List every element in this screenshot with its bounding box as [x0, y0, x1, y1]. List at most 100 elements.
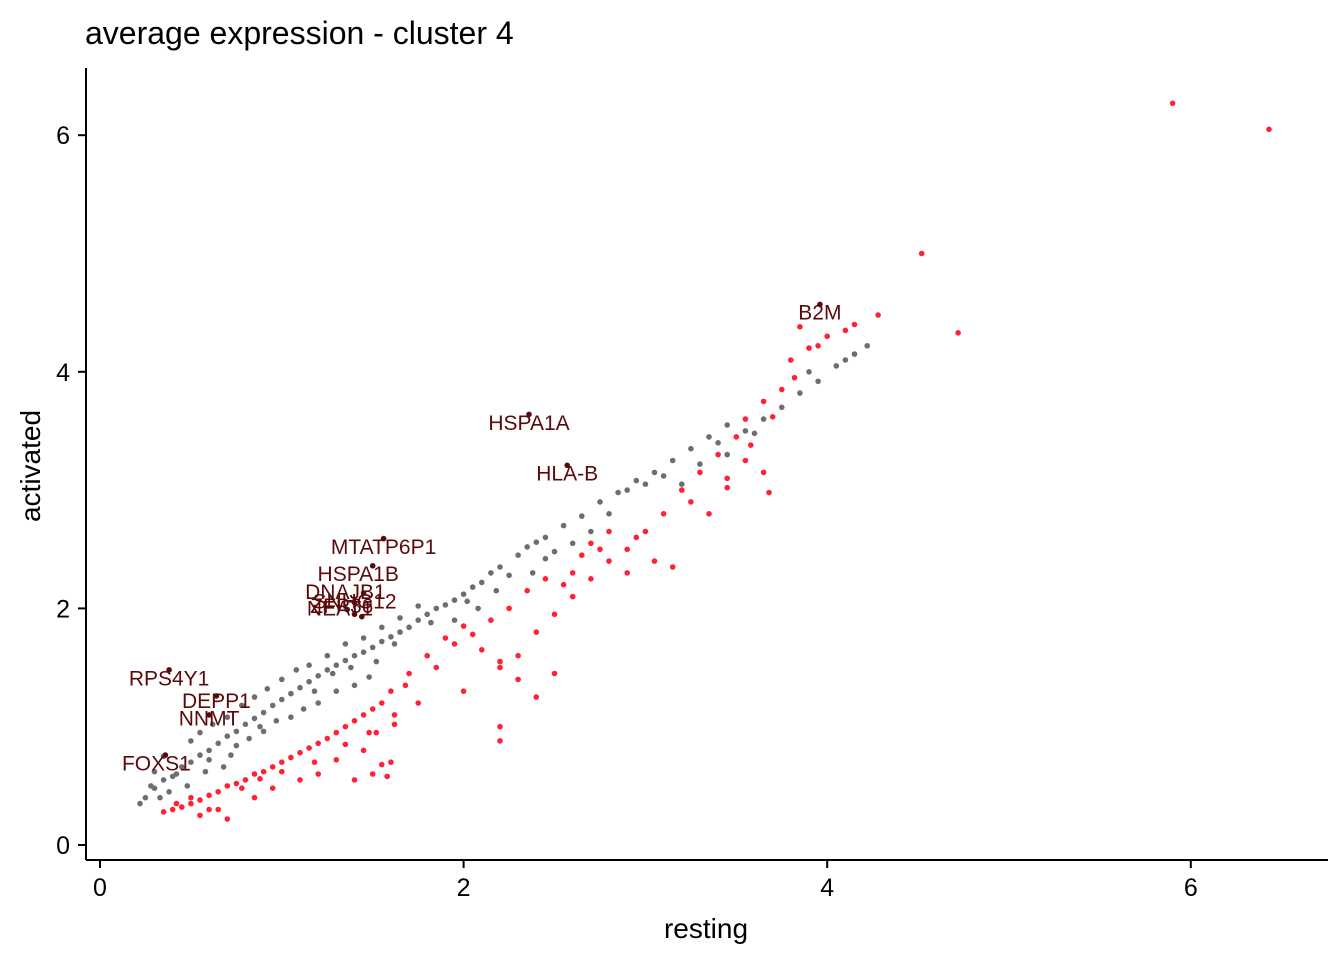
- chart-title: average expression - cluster 4: [85, 15, 514, 51]
- background_genes-point: [224, 733, 231, 739]
- y-tick-label: 0: [56, 832, 70, 860]
- background_genes-point: [373, 658, 380, 665]
- background_genes-point: [288, 690, 294, 697]
- down_in_activated-point: [260, 768, 267, 775]
- y-tick-label: 2: [56, 595, 70, 623]
- background_genes-point: [300, 706, 307, 712]
- down_in_activated-point: [606, 558, 612, 564]
- down_in_activated-point: [797, 324, 803, 330]
- down_in_activated-point: [851, 321, 858, 328]
- down_in_activated-point: [391, 721, 398, 728]
- highlighted_genes-point: [213, 693, 220, 699]
- highlighted_genes-point: [206, 712, 212, 718]
- points-layer: [137, 100, 1272, 822]
- background_genes-point: [269, 702, 276, 709]
- down_in_activated-point: [366, 729, 372, 736]
- background_genes-point: [724, 451, 730, 458]
- background_genes-point: [588, 528, 594, 535]
- background_genes-point: [215, 740, 221, 747]
- background_genes-point: [451, 597, 458, 603]
- x-tick-label: 2: [457, 874, 471, 902]
- down_in_activated-point: [651, 558, 658, 564]
- gene-label: FOXS1: [122, 753, 191, 776]
- background_genes-point: [333, 688, 340, 694]
- down_in_activated-point: [560, 581, 567, 588]
- down_in_activated-point: [597, 546, 603, 553]
- down_in_activated-point: [588, 576, 594, 582]
- background_genes-point: [833, 363, 840, 369]
- down_in_activated-point: [542, 576, 549, 582]
- down_in_activated-point: [815, 343, 821, 349]
- background_genes-point: [391, 641, 398, 647]
- background_genes-point: [206, 747, 212, 754]
- background_genes-point: [324, 652, 331, 659]
- background_genes-point: [542, 555, 549, 562]
- down_in_activated-point: [242, 777, 249, 783]
- background_genes-point: [293, 667, 300, 673]
- highlighted_genes-point: [162, 752, 169, 758]
- background_genes-point: [233, 742, 240, 749]
- down_in_activated-point: [875, 312, 881, 318]
- background_genes-point: [360, 649, 367, 655]
- background_genes-point: [220, 764, 227, 770]
- down_in_activated-point: [342, 723, 349, 730]
- annotation-labels: B2M HSPA1A HLA-B MTATP6P1 HSPA1BDNAJB1SNHG12…: [122, 302, 842, 776]
- background_genes-point: [315, 700, 322, 706]
- background_genes-point: [864, 343, 870, 349]
- background_genes-point: [797, 390, 803, 396]
- background_genes-point: [660, 473, 667, 479]
- background_genes-point: [406, 624, 412, 631]
- down_in_activated-point: [748, 442, 754, 448]
- down_in_activated-point: [551, 611, 558, 618]
- down_in_activated-point: [373, 729, 380, 736]
- down_in_activated-point: [515, 652, 521, 659]
- background_genes-point: [624, 487, 630, 493]
- background_genes-point: [397, 615, 403, 621]
- background_genes-point: [173, 771, 180, 777]
- down_in_activated-point: [333, 757, 340, 763]
- down_in_activated-point: [918, 250, 925, 257]
- down_in_activated-point: [173, 800, 180, 807]
- down_in_activated-point: [460, 688, 467, 694]
- background_genes-point: [415, 603, 422, 609]
- background_genes-point: [724, 422, 730, 428]
- down_in_activated-point: [311, 759, 318, 765]
- background_genes-point: [488, 570, 494, 576]
- highlighted_genes-point: [360, 590, 367, 596]
- gene-label: HLA-B: [536, 463, 598, 486]
- background_genes-point: [197, 752, 203, 758]
- down_in_activated-point: [279, 768, 285, 775]
- background_genes-point: [760, 416, 767, 422]
- down_in_activated-point: [497, 664, 503, 671]
- background_genes-point: [751, 430, 758, 437]
- down_in_activated-point: [724, 475, 730, 482]
- down_in_activated-point: [188, 800, 194, 807]
- background_genes-point: [239, 702, 245, 709]
- y-axis-title: activated: [15, 410, 46, 522]
- background_genes-point: [157, 794, 163, 801]
- down_in_activated-point: [515, 676, 521, 683]
- background_genes-point: [342, 657, 349, 664]
- background_genes-point: [679, 481, 685, 488]
- down_in_activated-point: [251, 794, 258, 801]
- gene-label: MTATP6P1: [331, 536, 436, 559]
- down_in_activated-point: [588, 540, 594, 547]
- down_in_activated-point: [333, 729, 340, 736]
- down_in_activated-point: [415, 700, 422, 706]
- background_genes-point: [397, 629, 403, 635]
- down_in_activated-point: [842, 327, 849, 334]
- background_genes-point: [464, 598, 471, 605]
- gene-label: NEAT1: [307, 598, 373, 621]
- background_genes-point: [142, 794, 149, 801]
- background_genes-point: [806, 369, 812, 375]
- down_in_activated-point: [391, 712, 398, 718]
- background_genes-point: [348, 664, 354, 671]
- background_genes-point: [188, 759, 194, 765]
- background_genes-point: [715, 440, 721, 446]
- gene-label: RPS4Y1: [129, 667, 210, 690]
- down_in_activated-point: [669, 564, 676, 570]
- down_in_activated-point: [269, 764, 276, 770]
- down_in_activated-point: [715, 451, 721, 458]
- background_genes-point: [533, 539, 540, 545]
- background_genes-point: [579, 513, 585, 519]
